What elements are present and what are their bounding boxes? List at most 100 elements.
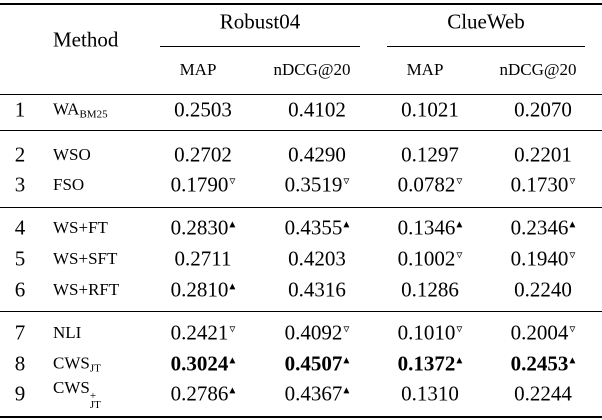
significance-mark: ▴	[229, 216, 236, 231]
cell-value: 0.2786	[170, 381, 229, 406]
cell: 0.1730▿	[511, 173, 576, 198]
significance-mark: ▿	[569, 173, 576, 188]
cell-value: 0.2711	[174, 246, 232, 271]
cell: 0.4203	[288, 247, 346, 272]
section-rule	[0, 207, 602, 208]
significance-mark: ▴	[569, 352, 576, 367]
method-header: Method	[53, 27, 119, 52]
cell-value: 0.4367	[284, 381, 343, 406]
row-number: 7	[14, 320, 26, 345]
cell: 0.1010▿	[398, 321, 463, 346]
cell: 0.1372▴	[398, 352, 463, 377]
cell: 0.2702	[174, 143, 232, 168]
cell: 0.2830▴	[171, 216, 236, 241]
group-header: Robust04	[219, 9, 301, 34]
cell-value: 0.4092	[284, 320, 343, 345]
cell: 0.2786▴	[171, 382, 236, 407]
row-number: 2	[14, 142, 26, 167]
group-rule	[160, 46, 360, 47]
significance-mark: ▴	[229, 382, 236, 397]
cell-value: 0.4290	[288, 142, 346, 167]
method-name: WSO	[53, 145, 91, 165]
significance-mark: ▿	[456, 173, 463, 188]
method-name: NLI	[53, 323, 81, 343]
column-header: MAP	[179, 60, 217, 79]
method-sub: JT	[89, 399, 101, 411]
cell-value: 0.4203	[288, 246, 346, 271]
cell: 0.4092▿	[285, 321, 350, 346]
cell-value: 0.1021	[401, 97, 459, 122]
method-name: CWS + JT	[53, 378, 101, 411]
method-base: WS+SFT	[53, 249, 118, 268]
significance-mark: ▴	[569, 216, 576, 231]
cell-value: 0.0782	[397, 172, 456, 197]
row-number: 1	[14, 97, 26, 122]
cell: 0.4102	[288, 98, 346, 123]
column-header: nDCG@20	[273, 60, 351, 79]
cell: 0.4355▴	[285, 216, 350, 241]
row-number: 6	[14, 277, 26, 302]
cell: 0.2503	[174, 98, 232, 123]
cell: 0.2201	[514, 143, 572, 168]
significance-mark: ▴	[343, 382, 350, 397]
cell: 0.4367▴	[285, 382, 350, 407]
column-header: nDCG@20	[499, 60, 577, 79]
cell: 0.4290	[288, 143, 346, 168]
cell-value: 0.4316	[288, 277, 346, 302]
cell-value: 0.1940	[510, 246, 569, 271]
method-sup: +	[89, 390, 97, 402]
cell-value: 0.4102	[288, 97, 346, 122]
method-name: FSO	[53, 175, 84, 195]
method-base: WA	[53, 99, 80, 119]
row-number: 4	[14, 215, 26, 240]
significance-mark: ▿	[343, 173, 350, 188]
cell-value: 0.1297	[401, 142, 459, 167]
significance-mark: ▴	[456, 352, 463, 367]
cell-value: 0.4507	[284, 351, 343, 376]
method-base: WSO	[53, 145, 91, 164]
method-base: WS+RFT	[53, 280, 120, 299]
cell: 0.1286	[401, 278, 459, 303]
cell: 0.0782▿	[398, 173, 463, 198]
row-number: 5	[14, 246, 26, 271]
cell: 0.1002▿	[398, 247, 463, 272]
method-base: CWS	[53, 353, 90, 373]
cell-value: 0.2070	[514, 97, 572, 122]
cell-value: 0.2201	[514, 142, 572, 167]
cell-value: 0.2244	[514, 381, 572, 406]
significance-mark: ▿	[569, 247, 576, 262]
significance-mark: ▿	[229, 321, 236, 336]
method-base: NLI	[53, 323, 82, 342]
group-rule	[387, 46, 585, 47]
significance-mark: ▿	[343, 321, 350, 336]
cell-value: 0.2346	[510, 215, 569, 240]
significance-mark: ▿	[456, 247, 463, 262]
group-header: ClueWeb	[447, 9, 525, 34]
cell-value: 0.3519	[284, 172, 343, 197]
cell-value: 0.2453	[510, 351, 569, 376]
column-header: MAP	[406, 60, 444, 79]
cell-value: 0.2702	[174, 142, 232, 167]
method-sub: BM25	[79, 108, 108, 121]
cell: 0.2244	[514, 382, 572, 407]
row-number: 3	[14, 172, 26, 197]
cell-value: 0.1372	[397, 351, 456, 376]
bottom-rule	[0, 416, 602, 418]
cell-value: 0.2503	[174, 97, 232, 122]
cell: 0.3024▴	[171, 352, 236, 377]
significance-mark: ▴	[343, 352, 350, 367]
method-base: WS+FT	[53, 218, 108, 237]
cell: 0.1346▴	[398, 216, 463, 241]
cell: 0.2004▿	[511, 321, 576, 346]
row-number: 9	[14, 381, 26, 406]
cell: 0.2810▴	[171, 278, 236, 303]
cell: 0.1310	[401, 382, 459, 407]
cell: 0.2453▴	[511, 352, 576, 377]
method-name: WS+RFT	[53, 280, 119, 300]
cell-value: 0.2421	[170, 320, 229, 345]
significance-mark: ▴	[343, 216, 350, 231]
significance-mark: ▿	[229, 173, 236, 188]
top-rule	[0, 3, 602, 5]
header-rule	[0, 94, 602, 95]
